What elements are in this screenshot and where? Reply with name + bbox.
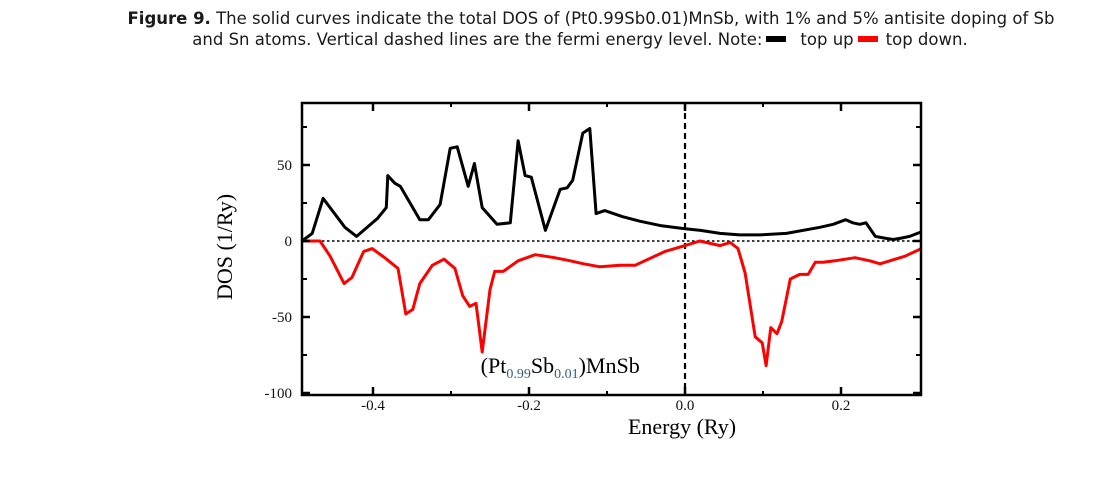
series-line-spin-down [302,239,922,368]
series-group [301,127,922,368]
figure-label: Figure 9. [127,9,211,28]
caption-line-2: and Sn atoms. Vertical dashed lines are … [0,29,1120,50]
y-tick-label: 0 [285,234,293,250]
compound-annotation: (Pt0.99Sb0.01)MnSb [481,353,640,382]
legend-swatch-up [766,35,787,42]
annotation-text: )MnSb [579,353,640,378]
figure-caption: Figure 9. The solid curves indicate the … [0,8,1120,50]
y-axis-label: DOS (1/Ry) [212,194,237,300]
x-axis-label: Energy (Ry) [628,414,736,439]
y-tick-label: -100 [265,386,293,402]
legend-swatch-down [857,35,878,42]
x-tick-label: -0.2 [517,398,541,414]
tick-labels-group: -0.4 -0.2 0.0 0.2 -100 -50 0 50 [265,158,851,414]
x-tick-label: 0.2 [832,398,851,414]
plot-frame [300,101,923,397]
annotation-subscript: 0.01 [554,367,579,382]
legend-label-down: top down. [885,30,968,49]
annotation-subscript: 0.99 [506,367,531,382]
caption-text-2: and Sn atoms. Vertical dashed lines are … [192,30,763,49]
legend-label-up: top up [800,30,854,49]
caption-line-1: Figure 9. The solid curves indicate the … [0,8,1120,29]
caption-text-1: The solid curves indicate the total DOS … [210,9,1055,28]
x-tick-label: -0.4 [361,398,385,414]
ticks-group [302,103,921,395]
annotation-text: (Pt [481,353,507,378]
x-tick-label: 0.0 [676,398,695,414]
annotation-text: Sb [531,353,554,378]
y-tick-label: 50 [277,158,292,174]
y-tick-label: -50 [272,310,292,326]
series-line-spin-up [301,127,922,243]
